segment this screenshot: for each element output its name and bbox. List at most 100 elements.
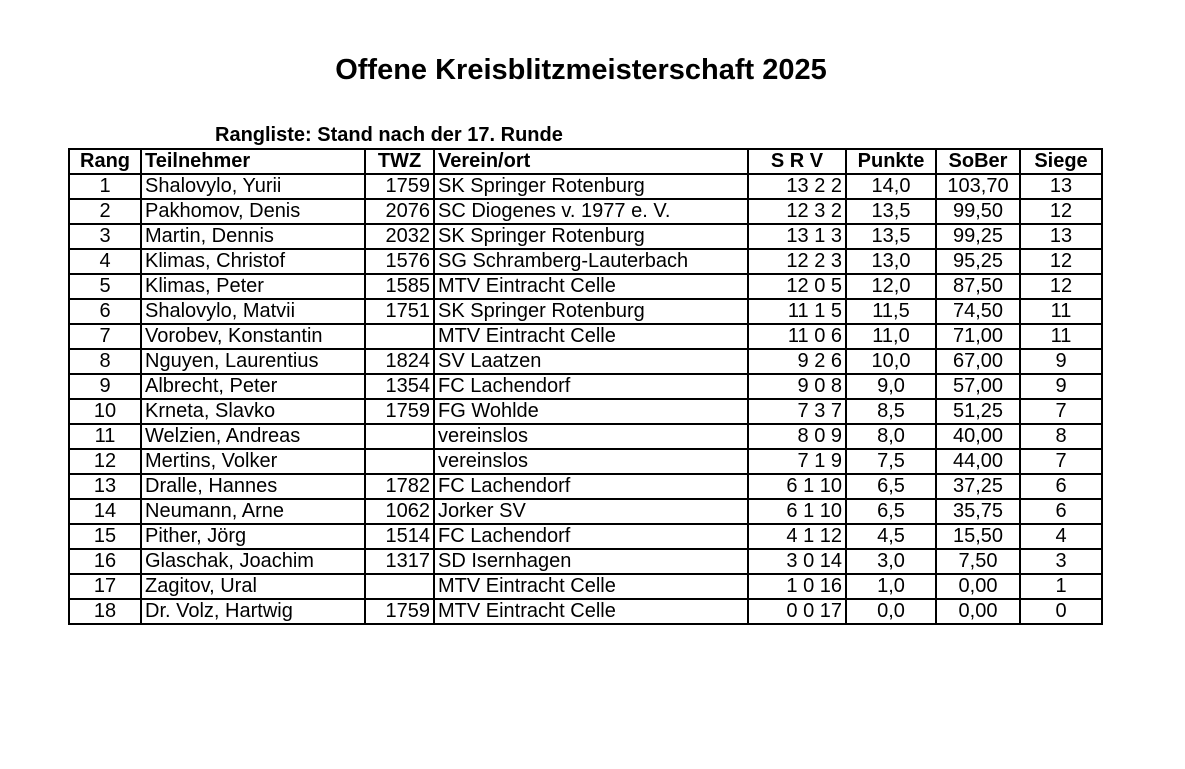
cell-teilnehmer: Dr. Volz, Hartwig — [140, 598, 366, 625]
cell-teilnehmer: Vorobev, Konstantin — [140, 323, 366, 350]
cell-verein: MTV Eintracht Celle — [433, 323, 749, 350]
cell-sober: 7,50 — [935, 548, 1021, 575]
cell-punkte: 6,5 — [845, 498, 937, 525]
cell-srv: 6 1 10 — [747, 473, 847, 500]
cell-srv: 7 1 9 — [747, 448, 847, 475]
table-row: 4 Klimas, Christof 1576 SG Schramberg-Laute… — [68, 248, 1103, 275]
cell-verein: SG Schramberg-Lauterbach — [433, 248, 749, 275]
cell-siege: 9 — [1019, 348, 1103, 375]
cell-punkte: 8,5 — [845, 398, 937, 425]
cell-verein: SD Isernhagen — [433, 548, 749, 575]
cell-teilnehmer: Nguyen, Laurentius — [140, 348, 366, 375]
cell-sober: 51,25 — [935, 398, 1021, 425]
cell-verein: MTV Eintracht Celle — [433, 273, 749, 300]
table-row: 12 Mertins, Volker vereinslos 7 1 9 7,5 44,00… — [68, 448, 1103, 475]
cell-twz — [364, 423, 435, 450]
cell-twz: 1782 — [364, 473, 435, 500]
cell-punkte: 10,0 — [845, 348, 937, 375]
header-verein: Verein/ort — [433, 148, 749, 175]
table-row: 16 Glaschak, Joachim 1317 SD Isernhagen 3 0 … — [68, 548, 1103, 575]
cell-teilnehmer: Krneta, Slavko — [140, 398, 366, 425]
table-row: 3 Martin, Dennis 2032 SK Springer Rotenburg… — [68, 223, 1103, 250]
cell-twz: 1759 — [364, 398, 435, 425]
cell-punkte: 14,0 — [845, 173, 937, 200]
cell-sober: 87,50 — [935, 273, 1021, 300]
cell-punkte: 13,5 — [845, 198, 937, 225]
cell-rang: 17 — [68, 573, 142, 600]
cell-sober: 0,00 — [935, 573, 1021, 600]
table-row: 1 Shalovylo, Yurii 1759 SK Springer Rotenbu… — [68, 173, 1103, 200]
cell-punkte: 0,0 — [845, 598, 937, 625]
cell-srv: 12 2 3 — [747, 248, 847, 275]
cell-sober: 40,00 — [935, 423, 1021, 450]
cell-punkte: 3,0 — [845, 548, 937, 575]
cell-twz: 1585 — [364, 273, 435, 300]
cell-rang: 5 — [68, 273, 142, 300]
cell-teilnehmer: Martin, Dennis — [140, 223, 366, 250]
cell-verein: SK Springer Rotenburg — [433, 223, 749, 250]
cell-teilnehmer: Pither, Jörg — [140, 523, 366, 550]
table-row: 9 Albrecht, Peter 1354 FC Lachendorf 9 0 8 9,… — [68, 373, 1103, 400]
table-row: 6 Shalovylo, Matvii 1751 SK Springer Rotenb… — [68, 298, 1103, 325]
cell-siege: 12 — [1019, 273, 1103, 300]
cell-srv: 4 1 12 — [747, 523, 847, 550]
cell-rang: 12 — [68, 448, 142, 475]
cell-rang: 15 — [68, 523, 142, 550]
table-row: 13 Dralle, Hannes 1782 FC Lachendorf 6 1 10 6… — [68, 473, 1103, 500]
cell-twz — [364, 573, 435, 600]
cell-siege: 4 — [1019, 523, 1103, 550]
cell-siege: 11 — [1019, 298, 1103, 325]
cell-siege: 12 — [1019, 248, 1103, 275]
cell-rang: 10 — [68, 398, 142, 425]
cell-siege: 7 — [1019, 398, 1103, 425]
cell-rang: 8 — [68, 348, 142, 375]
cell-sober: 15,50 — [935, 523, 1021, 550]
cell-srv: 13 1 3 — [747, 223, 847, 250]
cell-verein: vereinslos — [433, 423, 749, 450]
cell-twz — [364, 323, 435, 350]
cell-twz: 1759 — [364, 173, 435, 200]
cell-punkte: 4,5 — [845, 523, 937, 550]
cell-verein: SK Springer Rotenburg — [433, 298, 749, 325]
cell-sober: 103,70 — [935, 173, 1021, 200]
cell-twz: 2076 — [364, 198, 435, 225]
cell-punkte: 11,5 — [845, 298, 937, 325]
cell-sober: 67,00 — [935, 348, 1021, 375]
cell-siege: 8 — [1019, 423, 1103, 450]
header-siege: Siege — [1019, 148, 1103, 175]
cell-teilnehmer: Mertins, Volker — [140, 448, 366, 475]
cell-twz: 1317 — [364, 548, 435, 575]
cell-verein: Jorker SV — [433, 498, 749, 525]
cell-teilnehmer: Klimas, Peter — [140, 273, 366, 300]
table-row: 18 Dr. Volz, Hartwig 1759 MTV Eintracht Cel… — [68, 598, 1103, 625]
cell-sober: 99,50 — [935, 198, 1021, 225]
cell-srv: 0 0 17 — [747, 598, 847, 625]
cell-rang: 7 — [68, 323, 142, 350]
cell-teilnehmer: Pakhomov, Denis — [140, 198, 366, 225]
header-punkte: Punkte — [845, 148, 937, 175]
cell-teilnehmer: Albrecht, Peter — [140, 373, 366, 400]
cell-rang: 9 — [68, 373, 142, 400]
table-row: 2 Pakhomov, Denis 2076 SC Diogenes v. 1977 … — [68, 198, 1103, 225]
cell-punkte: 7,5 — [845, 448, 937, 475]
cell-punkte: 12,0 — [845, 273, 937, 300]
cell-rang: 14 — [68, 498, 142, 525]
cell-teilnehmer: Klimas, Christof — [140, 248, 366, 275]
cell-rang: 4 — [68, 248, 142, 275]
cell-sober: 95,25 — [935, 248, 1021, 275]
cell-punkte: 11,0 — [845, 323, 937, 350]
cell-srv: 6 1 10 — [747, 498, 847, 525]
cell-twz: 1759 — [364, 598, 435, 625]
cell-sober: 71,00 — [935, 323, 1021, 350]
header-row: Rang Teilnehmer TWZ Verein/ort S R V Pun… — [68, 148, 1103, 175]
cell-siege: 6 — [1019, 473, 1103, 500]
cell-verein: FG Wohlde — [433, 398, 749, 425]
table-row: 7 Vorobev, Konstantin MTV Eintracht Celle 1… — [68, 323, 1103, 350]
cell-srv: 3 0 14 — [747, 548, 847, 575]
page-title: Offene Kreisblitzmeisterschaft 2025 — [335, 54, 827, 86]
cell-siege: 9 — [1019, 373, 1103, 400]
cell-sober: 99,25 — [935, 223, 1021, 250]
cell-srv: 12 0 5 — [747, 273, 847, 300]
cell-verein: SK Springer Rotenburg — [433, 173, 749, 200]
cell-twz: 1062 — [364, 498, 435, 525]
